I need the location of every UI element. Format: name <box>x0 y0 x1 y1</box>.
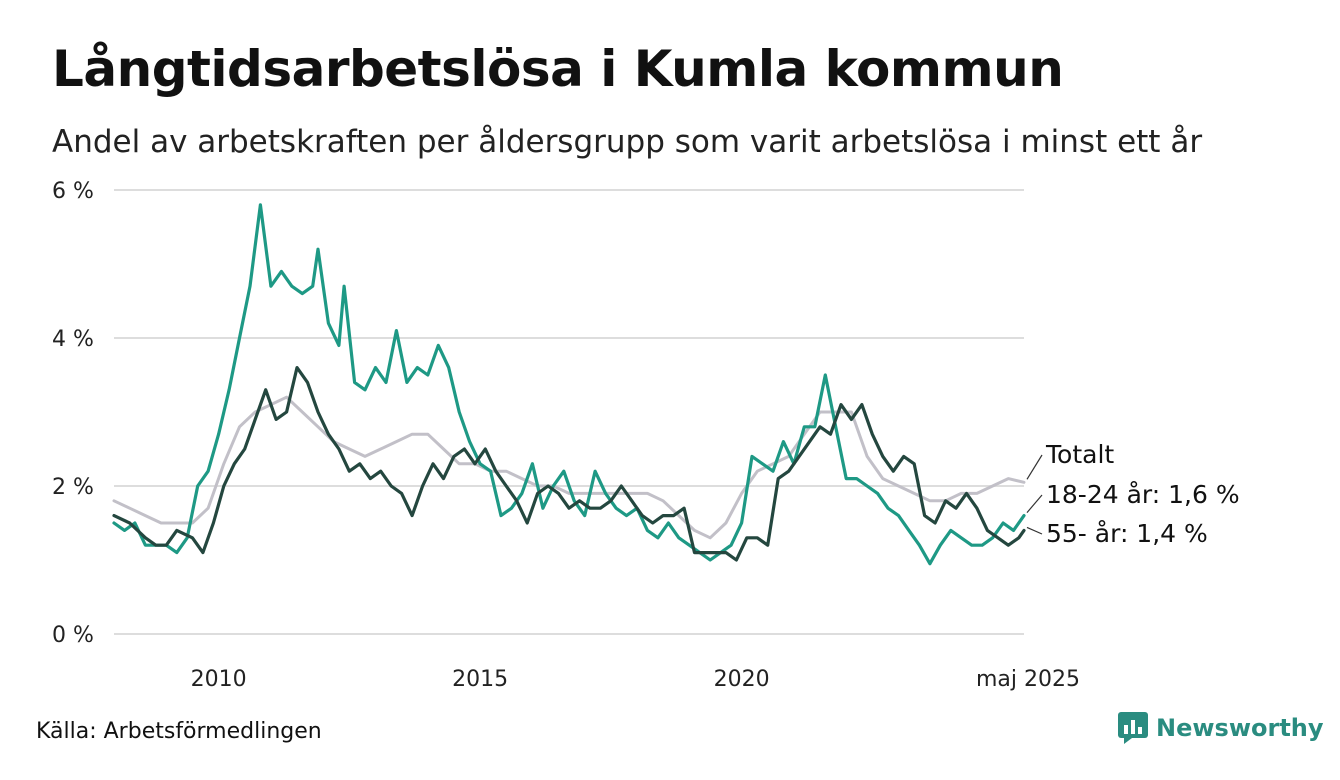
end-label-youth: 18-24 år: 1,6 % <box>1046 480 1240 509</box>
y-tick-label: 6 % <box>52 179 94 204</box>
end-label-connector <box>1026 454 1043 480</box>
series-lines <box>112 203 1026 566</box>
x-tick-label: 2010 <box>191 667 247 692</box>
end-label-connector <box>1026 494 1043 513</box>
y-tick-label: 4 % <box>52 327 94 352</box>
page-subtitle: Andel av arbetskraften per åldersgrupp s… <box>52 124 1203 160</box>
gridlines <box>114 189 1024 635</box>
y-tick-label: 0 % <box>52 623 94 648</box>
bar-chart-icon <box>1118 712 1148 744</box>
brand-name: Newsworthy <box>1156 714 1324 742</box>
series-line-senior <box>112 366 1026 562</box>
page-title: Långtidsarbetslösa i Kumla kommun <box>52 40 1064 98</box>
y-axis-labels: 0 % 2 % 4 % 6 % <box>52 179 94 648</box>
series-line-total <box>112 395 1026 540</box>
x-tick-label: 2015 <box>452 667 508 692</box>
end-label-total: Totalt <box>1045 440 1114 469</box>
source-note: Källa: Arbetsförmedlingen <box>36 719 322 744</box>
x-tick-label: maj 2025 <box>976 667 1080 692</box>
end-label-connector <box>1026 526 1043 535</box>
line-chart: 0 % 2 % 4 % 6 % 2010 2015 2020 maj 2025 Totalt… <box>52 179 1240 692</box>
y-tick-label: 2 % <box>52 475 94 500</box>
brand-logo: Newsworthy <box>1118 712 1324 744</box>
end-label-senior: 55- år: 1,4 % <box>1046 519 1208 548</box>
x-axis-labels: 2010 2015 2020 maj 2025 <box>191 667 1080 692</box>
end-labels: Totalt 18-24 år: 1,6 % 55- år: 1,4 % <box>1026 440 1240 548</box>
x-tick-label: 2020 <box>714 667 770 692</box>
series-line-youth <box>112 203 1026 566</box>
